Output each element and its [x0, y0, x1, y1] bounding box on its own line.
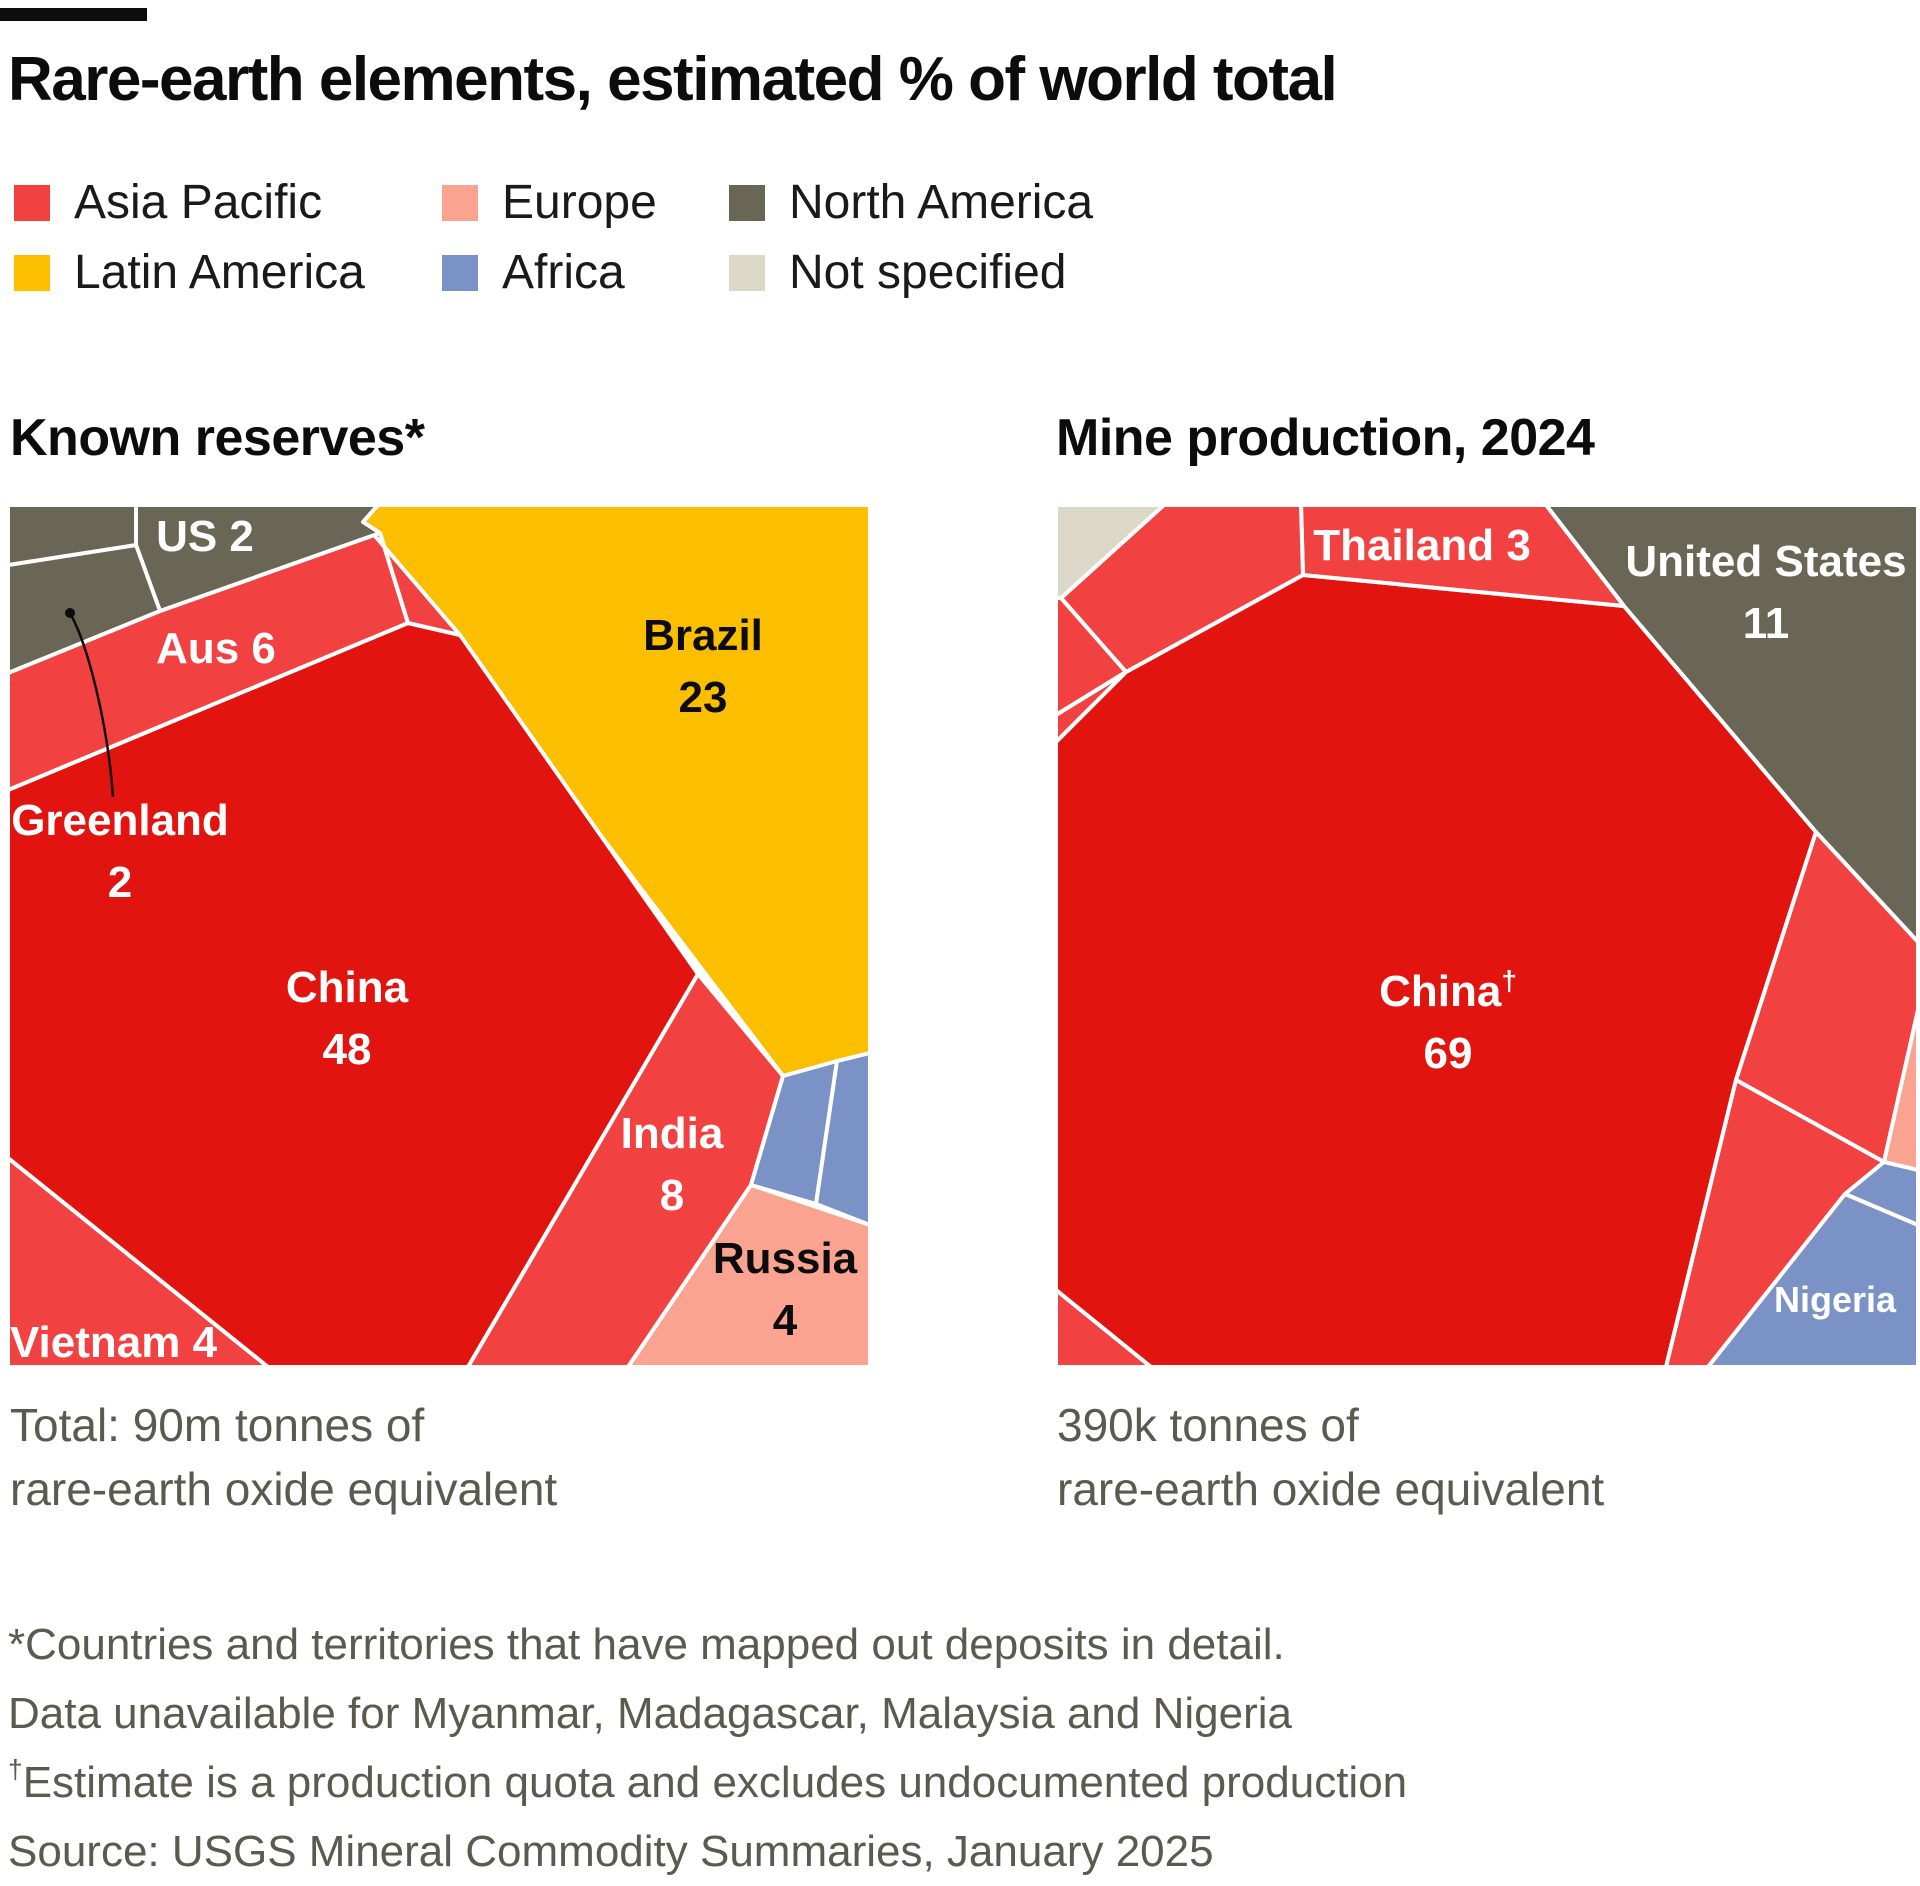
label-russia-value: 4 — [773, 1296, 798, 1345]
legend-label: Africa — [502, 246, 625, 299]
legend-label: Not specified — [789, 246, 1067, 299]
label-thailand: Thailand 3 — [1313, 521, 1531, 570]
china-dagger: † — [1501, 965, 1517, 996]
reserves-total: Total: 90m tonnes of rare-earth oxide eq… — [10, 1393, 557, 1521]
leader-line — [68, 612, 115, 798]
legend-item-latin-america: Latin America — [14, 245, 365, 300]
cell-africa-small — [1843, 1160, 1918, 1227]
label-vietnam: Vietnam 4 — [10, 1318, 218, 1367]
production-total-line: rare-earth oxide equivalent — [1057, 1463, 1605, 1515]
legend: Asia Pacific Europe North America Latin … — [0, 165, 1200, 305]
footnotes: *Countries and territories that have map… — [8, 1610, 1407, 1886]
label-aus: Aus 6 — [156, 624, 276, 673]
legend-label: North America — [789, 176, 1094, 229]
cell-africa-b — [814, 1051, 870, 1227]
legend-item-asia-pacific: Asia Pacific — [14, 175, 322, 230]
cell-north-america-small — [8, 505, 138, 567]
label-china-name: China — [286, 963, 409, 1012]
reserves-panel-title: Known reserves* — [10, 409, 425, 467]
production-total-line: 390k tonnes of — [1057, 1399, 1359, 1451]
legend-swatch — [14, 254, 50, 291]
chart-title: Rare-earth elements, estimated % of worl… — [8, 45, 1338, 114]
footnote-line: Data unavailable for Myanmar, Madagascar… — [8, 1689, 1292, 1738]
footnote-line: †Estimate is a production quota and excl… — [8, 1748, 1407, 1817]
legend-swatch — [729, 184, 765, 221]
legend-item-africa: Africa — [442, 245, 625, 300]
legend-item-north-america: North America — [729, 175, 1093, 230]
legend-swatch — [14, 184, 50, 221]
legend-label: Asia Pacific — [74, 176, 323, 229]
label-china-value: 69 — [1424, 1029, 1473, 1078]
reserves-total-line: Total: 90m tonnes of — [10, 1399, 425, 1451]
legend-item-europe: Europe — [442, 175, 657, 230]
reserves-total-line: rare-earth oxide equivalent — [10, 1463, 558, 1515]
dagger-mark: † — [8, 1754, 23, 1785]
top-rule — [0, 8, 147, 21]
production-treemap: Thailand 3 United States 11 China† 69 Ni… — [1056, 505, 1918, 1367]
label-india-name: India — [621, 1109, 724, 1158]
label-brazil-name: Brazil — [643, 611, 763, 660]
label-china-value: 48 — [323, 1025, 372, 1074]
cell-vietnam — [8, 1156, 270, 1367]
label-us: US 2 — [156, 512, 254, 561]
reserves-treemap: US 2 Aus 6 Brazil 23 Greenland 2 China 4… — [8, 505, 870, 1367]
legend-label: Europe — [502, 176, 657, 229]
label-china-name: China† — [1379, 965, 1517, 1016]
cell-nigeria — [1706, 1192, 1918, 1367]
greenland-leader — [65, 608, 115, 798]
footnote-line: *Countries and territories that have map… — [8, 1620, 1285, 1669]
production-total: 390k tonnes of rare-earth oxide equivale… — [1057, 1393, 1604, 1521]
cell-asia-pacific-bl — [1056, 1288, 1153, 1367]
legend-item-not-specified: Not specified — [729, 245, 1066, 300]
legend-swatch — [442, 184, 478, 221]
label-india-value: 8 — [660, 1171, 684, 1220]
label-brazil-value: 23 — [679, 673, 728, 722]
cell-asia-pacific-left2 — [1056, 670, 1128, 744]
footnote-text: Estimate is a production quota and exclu… — [22, 1758, 1408, 1807]
label-united-states-value: 11 — [1743, 599, 1790, 648]
label-greenland-name: Greenland — [11, 796, 229, 845]
legend-swatch — [442, 254, 478, 291]
legend-label: Latin America — [74, 246, 365, 299]
label-russia-name: Russia — [713, 1234, 858, 1283]
legend-swatch — [729, 254, 765, 291]
label-greenland-value: 2 — [108, 858, 132, 907]
label-nigeria: Nigeria — [1774, 1279, 1897, 1320]
label-united-states-name: United States — [1625, 537, 1906, 586]
production-panel-title: Mine production, 2024 — [1056, 409, 1595, 467]
cell-not-specified — [1056, 505, 1166, 600]
china-name: China — [1379, 967, 1502, 1016]
source-line: Source: USGS Mineral Commodity Summaries… — [8, 1827, 1214, 1876]
